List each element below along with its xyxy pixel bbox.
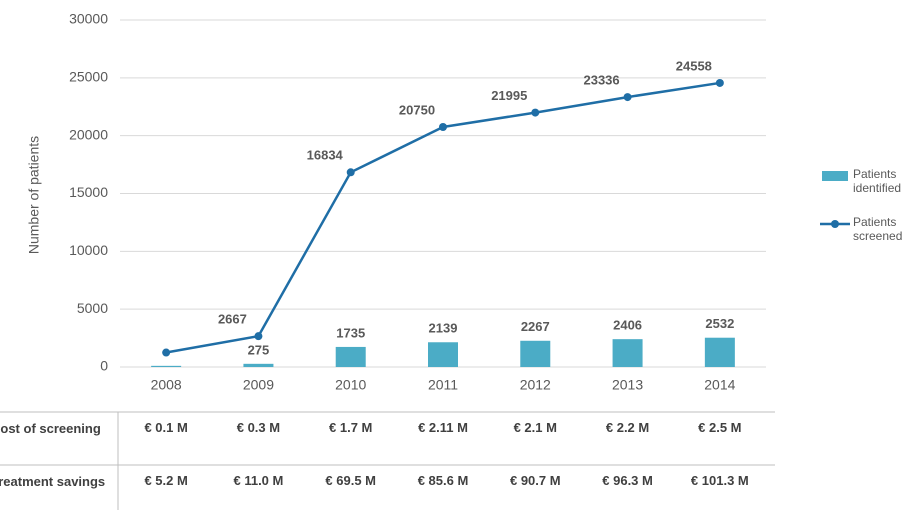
data-label: 23336 <box>583 73 619 88</box>
data-label: 275 <box>248 342 270 357</box>
table-cell: € 69.5 M <box>325 473 376 488</box>
data-label: 20750 <box>399 102 435 117</box>
legend-label: Patients identified <box>853 167 902 195</box>
x-tick-label: 2008 <box>151 377 182 393</box>
x-tick-label: 2011 <box>428 377 458 393</box>
table-cell: € 90.7 M <box>509 473 561 488</box>
x-tick-label: 2009 <box>243 377 274 393</box>
table-cell: € 85.6 M <box>417 473 469 488</box>
y-tick-label: 20000 <box>69 126 108 142</box>
bar <box>612 339 643 367</box>
table-cell: € 2.2 M <box>605 420 650 435</box>
bar <box>151 365 182 367</box>
data-label: 2406 <box>613 318 642 333</box>
table-cell: € 11.0 M <box>233 473 284 488</box>
marker <box>715 78 724 87</box>
bar <box>520 340 551 367</box>
y-tick-label: 30000 <box>69 11 108 27</box>
marker <box>162 348 171 357</box>
table-cell: € 1.7 M <box>329 420 373 435</box>
data-label: 2667 <box>218 312 247 327</box>
x-tick-label: 2010 <box>335 377 366 393</box>
data-label: 2139 <box>429 321 458 336</box>
y-tick-label: 0 <box>100 358 108 374</box>
bar <box>243 363 274 367</box>
data-label: 1735 <box>336 325 365 340</box>
y-tick-label: 5000 <box>77 300 108 316</box>
table-cell: € 2.11 M <box>418 420 468 435</box>
marker <box>623 93 632 102</box>
table-cell: € 0.3 M <box>236 420 281 435</box>
table-cell: € 101.3 M <box>690 473 749 488</box>
table-cell: € 2.5 M <box>698 420 742 435</box>
legend-swatch <box>822 171 848 181</box>
y-axis-title: Number of patients <box>26 136 42 254</box>
data-label: 21995 <box>491 88 527 103</box>
marker <box>439 122 447 131</box>
marker <box>531 108 540 117</box>
legend-swatch <box>831 220 839 228</box>
table-cell: € 5.2 M <box>144 473 188 488</box>
data-label: 24558 <box>676 58 712 73</box>
table-cell: € 2.1 M <box>513 420 557 435</box>
row-label: Cost of screening <box>0 421 101 436</box>
table-cell: € 0.1 M <box>144 420 188 435</box>
x-tick-label: 2012 <box>520 377 551 393</box>
bar <box>704 337 735 367</box>
marker <box>346 168 355 177</box>
y-tick-label: 10000 <box>69 242 108 258</box>
data-label: 2267 <box>521 319 550 334</box>
y-tick-label: 25000 <box>69 69 108 85</box>
row-label: Treatment savings * <box>0 474 106 489</box>
bar <box>335 346 366 367</box>
data-label: 2532 <box>705 316 734 331</box>
x-tick-label: 2013 <box>612 377 643 393</box>
y-tick-label: 15000 <box>69 184 108 200</box>
legend-label: Patients screened <box>853 215 903 243</box>
table-cell: € 96.3 M <box>602 473 653 488</box>
marker <box>254 332 263 341</box>
data-label: 16834 <box>307 148 344 163</box>
x-tick-label: 2014 <box>704 377 735 393</box>
bar <box>428 342 458 367</box>
